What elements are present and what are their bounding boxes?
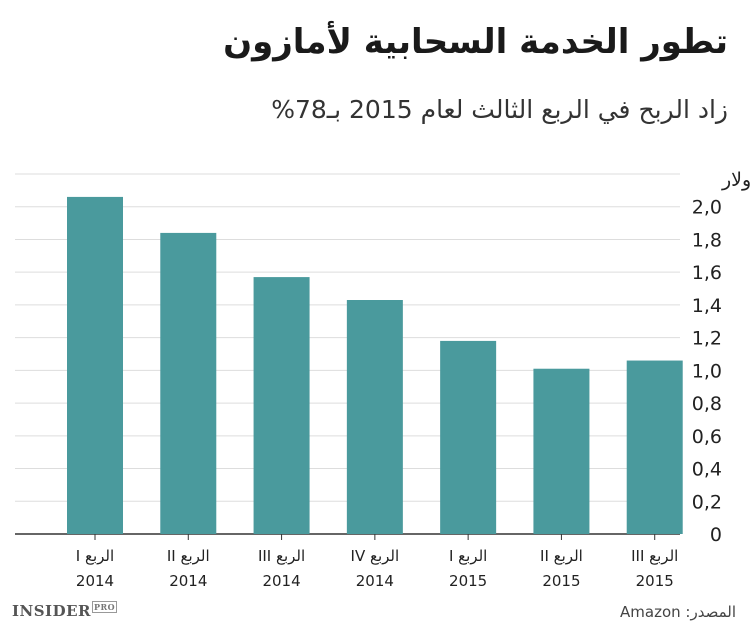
- x-tick-label-year: 2014: [169, 572, 207, 590]
- x-tick-label-year: 2014: [356, 572, 394, 590]
- x-tick-label-year: 2015: [636, 572, 674, 590]
- bar: [253, 277, 310, 534]
- x-tick-label-quarter: الربع III: [631, 547, 678, 565]
- x-tick-label-quarter: الربع II: [167, 547, 210, 565]
- y-tick-label: 0: [710, 524, 722, 546]
- brand-suffix: PRO: [91, 601, 118, 613]
- x-tick-label-quarter: الربع I: [76, 547, 114, 565]
- x-tick-label-quarter: الربع I: [449, 547, 487, 565]
- bar: [160, 232, 217, 534]
- x-tick-label-quarter: الربع II: [540, 547, 583, 565]
- y-tick-label: 0,8: [692, 393, 722, 415]
- y-tick-label: 1,8: [692, 229, 722, 251]
- bar: [533, 368, 590, 534]
- x-tick-label-year: 2014: [262, 572, 300, 590]
- y-tick-label: 2,0: [692, 197, 722, 219]
- y-tick-label: 0,6: [692, 426, 722, 448]
- bar: [626, 360, 683, 534]
- labels: 2,2$ مليار دولار 0 0,2 0,4 0,6 0,8 1,0 1,2 1,4 1,…: [76, 169, 750, 590]
- y-tick-label: 0,2: [692, 491, 722, 513]
- x-tick-label-quarter: الربع III: [258, 547, 305, 565]
- y-tick-label: 0,4: [692, 459, 722, 481]
- x-tick-label-year: 2014: [76, 572, 114, 590]
- chart-title: تطور الخدمة السحابية لأمازون: [223, 22, 728, 62]
- bar: [346, 300, 403, 534]
- brand-logo: INSIDER PRO: [12, 601, 118, 620]
- y-tick-label: 1,2: [692, 328, 722, 350]
- bar: [440, 340, 497, 534]
- y-tick-label: 1,6: [692, 262, 722, 284]
- chart-subtitle: زاد الربح في الربع الثالث لعام 2015 بـ78…: [271, 95, 728, 124]
- brand-name: INSIDER: [12, 602, 91, 620]
- y-tick-label: 1,0: [692, 360, 722, 382]
- bar: [67, 196, 123, 534]
- x-tick-label-quarter: الربع IV: [351, 547, 400, 565]
- y-tick-label: 1,4: [692, 295, 722, 317]
- x-tick-label-year: 2015: [449, 572, 487, 590]
- source-note: المصدر: Amazon: [620, 603, 736, 621]
- y-axis-title: 2,2$ مليار دولار: [721, 169, 750, 191]
- x-tick-label-year: 2015: [542, 572, 580, 590]
- bars: [67, 196, 683, 534]
